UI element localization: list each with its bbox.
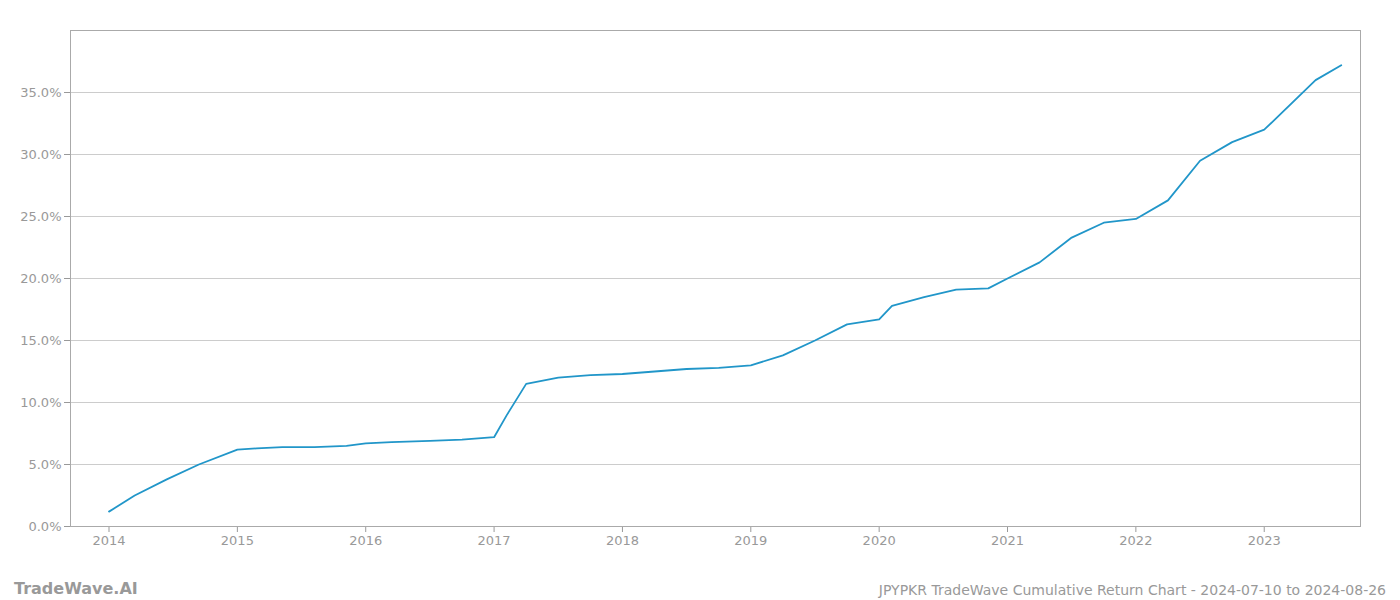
- svg-text:2020: 2020: [863, 533, 896, 548]
- svg-text:15.0%: 15.0%: [20, 333, 61, 348]
- svg-text:2022: 2022: [1119, 533, 1152, 548]
- svg-text:2014: 2014: [92, 533, 125, 548]
- svg-text:35.0%: 35.0%: [20, 85, 61, 100]
- svg-text:10.0%: 10.0%: [20, 395, 61, 410]
- svg-text:30.0%: 30.0%: [20, 147, 61, 162]
- svg-text:2016: 2016: [349, 533, 382, 548]
- svg-text:2019: 2019: [734, 533, 767, 548]
- svg-text:25.0%: 25.0%: [20, 209, 61, 224]
- svg-text:2015: 2015: [221, 533, 254, 548]
- svg-text:0.0%: 0.0%: [28, 519, 61, 534]
- svg-text:2018: 2018: [606, 533, 639, 548]
- svg-text:2021: 2021: [991, 533, 1024, 548]
- html-text:TradeWave.AI: TradeWave.AI: [14, 579, 138, 598]
- html-text:JPYPKR TradeWave Cumulative Re: JPYPKR TradeWave Cumulative Return Chart…: [878, 582, 1386, 598]
- svg-text:2023: 2023: [1248, 533, 1281, 548]
- svg-text:20.0%: 20.0%: [20, 271, 61, 286]
- svg-text:2017: 2017: [478, 533, 511, 548]
- svg-text:5.0%: 5.0%: [28, 457, 61, 472]
